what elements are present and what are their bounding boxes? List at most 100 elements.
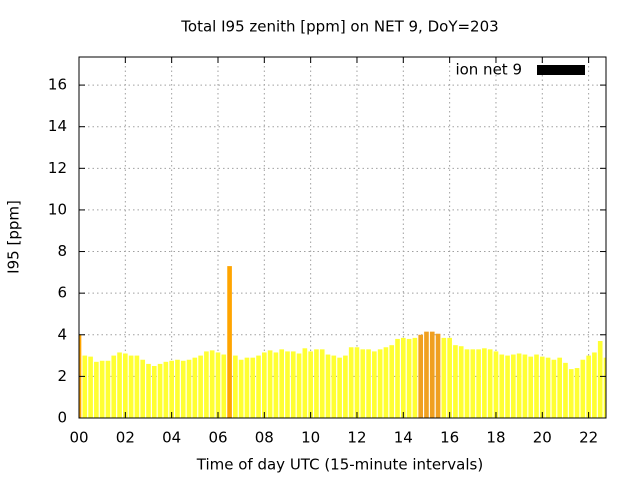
bar <box>534 354 539 418</box>
ticks <box>78 57 606 419</box>
x-tick-label: 10 <box>301 429 320 447</box>
bar <box>395 338 400 418</box>
bar <box>603 357 606 418</box>
bar <box>406 338 412 418</box>
bar <box>314 349 319 418</box>
bar <box>308 351 313 418</box>
bar <box>499 354 505 418</box>
bar <box>476 349 481 418</box>
chart-title: Total I95 zenith [ppm] on NET 9, DoY=203 <box>180 18 498 36</box>
bar <box>487 349 493 418</box>
bar <box>383 347 389 418</box>
bar <box>539 356 545 418</box>
bar <box>180 360 186 418</box>
bar <box>441 337 447 418</box>
bar <box>209 350 215 418</box>
x-tick-label: 20 <box>533 429 552 447</box>
bar <box>400 337 406 418</box>
bar <box>325 354 331 418</box>
bars <box>79 266 606 418</box>
y-tick-label: 8 <box>57 242 67 260</box>
bar <box>511 354 516 418</box>
y-tick-label: 0 <box>57 409 67 427</box>
bar <box>493 351 499 418</box>
bar <box>528 356 534 418</box>
bar <box>88 356 93 418</box>
bar <box>186 359 192 418</box>
bar <box>505 355 510 418</box>
bar <box>435 333 441 418</box>
bar <box>331 355 337 418</box>
plot-border <box>78 56 607 419</box>
bar <box>557 357 562 418</box>
bar <box>151 365 157 418</box>
bar <box>447 337 452 418</box>
bar <box>262 352 267 418</box>
bar <box>227 266 232 418</box>
bar <box>238 359 244 418</box>
bar <box>551 359 557 418</box>
x-tick-label: 22 <box>579 429 598 447</box>
y-tick-label: 16 <box>48 76 67 94</box>
bar <box>111 355 117 418</box>
y-tick-label: 14 <box>48 117 67 135</box>
bar <box>290 351 296 418</box>
bar <box>563 362 568 418</box>
bar <box>412 337 418 418</box>
bar <box>545 357 551 418</box>
bar <box>192 357 198 418</box>
bar <box>418 334 423 418</box>
bar <box>592 352 597 418</box>
bar <box>221 354 227 418</box>
bar <box>117 352 122 418</box>
y-axis-label: I95 [ppm] <box>5 200 23 274</box>
bar <box>337 357 342 418</box>
bar <box>458 346 464 418</box>
y-tick-label: 12 <box>48 159 67 177</box>
bar <box>464 349 470 418</box>
bar <box>574 368 580 418</box>
y-tick-label: 6 <box>57 284 67 302</box>
x-tick-label: 02 <box>116 429 135 447</box>
x-tick-label: 06 <box>208 429 227 447</box>
bar <box>169 360 174 418</box>
bar <box>134 355 140 418</box>
bar <box>140 359 146 418</box>
bar <box>470 349 476 418</box>
bar <box>233 355 238 418</box>
legend-label: ion net 9 <box>455 61 522 79</box>
x-tick-label: 16 <box>440 429 459 447</box>
bar <box>250 357 256 418</box>
bar <box>319 349 325 418</box>
y-tick-label: 4 <box>57 325 67 343</box>
bar <box>82 355 88 418</box>
bar <box>99 360 105 418</box>
bar <box>302 348 308 418</box>
bar <box>389 345 395 418</box>
bar <box>429 331 435 418</box>
bar <box>296 353 302 418</box>
bar <box>128 355 134 418</box>
bar <box>482 348 487 418</box>
bar <box>377 349 383 418</box>
bar <box>568 369 574 418</box>
x-tick-label: 00 <box>69 429 88 447</box>
bar <box>586 355 591 418</box>
bar <box>175 359 180 418</box>
y-tick-label: 10 <box>48 200 67 218</box>
x-tick-label: 12 <box>347 429 366 447</box>
bar <box>597 341 603 418</box>
bar <box>273 352 279 418</box>
bar <box>372 351 377 418</box>
bar <box>354 347 360 418</box>
bar <box>198 355 203 418</box>
bar <box>146 363 151 418</box>
bar <box>516 353 522 418</box>
bar <box>157 363 163 418</box>
bar <box>123 353 128 418</box>
bar <box>163 361 169 418</box>
x-axis-label: Time of day UTC (15-minute intervals) <box>196 456 483 474</box>
bar <box>366 349 371 418</box>
bar <box>453 345 458 418</box>
